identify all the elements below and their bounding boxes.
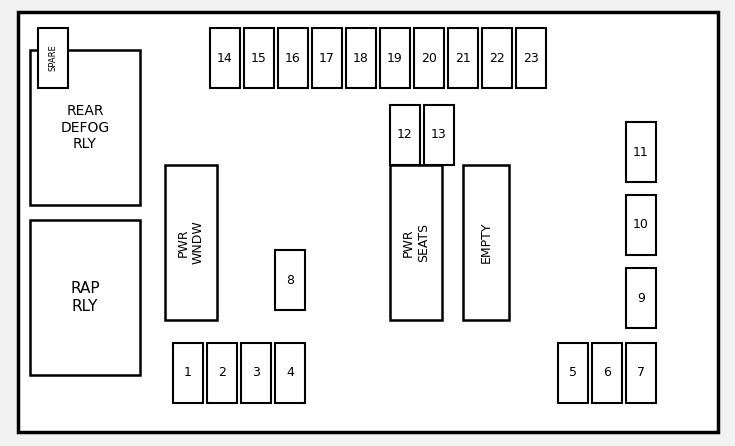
Bar	[30, 50, 140, 205]
Bar	[275, 250, 305, 310]
Bar	[390, 165, 442, 320]
Text: 2: 2	[218, 367, 226, 380]
Bar	[424, 105, 454, 165]
Bar	[626, 268, 656, 328]
Bar	[482, 28, 512, 88]
Text: 22: 22	[489, 51, 505, 65]
Text: 15: 15	[251, 51, 267, 65]
Bar	[592, 343, 622, 403]
Text: 6: 6	[603, 367, 611, 380]
Bar	[626, 195, 656, 255]
Text: 16: 16	[285, 51, 301, 65]
Text: 1: 1	[184, 367, 192, 380]
Bar	[278, 28, 308, 88]
Bar	[165, 165, 217, 320]
Text: EMPTY: EMPTY	[479, 222, 492, 263]
Text: 21: 21	[455, 51, 471, 65]
Bar	[241, 343, 271, 403]
Text: 17: 17	[319, 51, 335, 65]
Bar	[390, 105, 420, 165]
Bar	[207, 343, 237, 403]
Bar	[414, 28, 444, 88]
Text: 20: 20	[421, 51, 437, 65]
Bar	[558, 343, 588, 403]
Bar	[448, 28, 478, 88]
Text: 11: 11	[633, 145, 649, 158]
Text: 18: 18	[353, 51, 369, 65]
Bar	[626, 122, 656, 182]
Text: 14: 14	[217, 51, 233, 65]
Bar	[244, 28, 274, 88]
Bar	[380, 28, 410, 88]
Text: REAR
DEFOG
RLY: REAR DEFOG RLY	[60, 104, 110, 151]
Text: PWR
SEATS: PWR SEATS	[402, 223, 430, 262]
Text: 12: 12	[397, 128, 413, 141]
Text: 19: 19	[387, 51, 403, 65]
Text: 8: 8	[286, 273, 294, 286]
Bar	[173, 343, 203, 403]
Text: 7: 7	[637, 367, 645, 380]
Bar	[275, 343, 305, 403]
Text: 5: 5	[569, 367, 577, 380]
Bar	[210, 28, 240, 88]
Text: 10: 10	[633, 219, 649, 231]
Bar	[463, 165, 509, 320]
Text: PWR
WNDW: PWR WNDW	[177, 221, 205, 264]
Text: RAP
RLY: RAP RLY	[70, 281, 100, 314]
Text: SPARE: SPARE	[49, 45, 57, 71]
Text: 9: 9	[637, 292, 645, 305]
Bar	[626, 343, 656, 403]
Text: 13: 13	[431, 128, 447, 141]
Bar	[30, 220, 140, 375]
Text: 23: 23	[523, 51, 539, 65]
Text: 4: 4	[286, 367, 294, 380]
Bar	[38, 28, 68, 88]
Bar	[516, 28, 546, 88]
Bar	[346, 28, 376, 88]
Bar	[312, 28, 342, 88]
Text: 3: 3	[252, 367, 260, 380]
